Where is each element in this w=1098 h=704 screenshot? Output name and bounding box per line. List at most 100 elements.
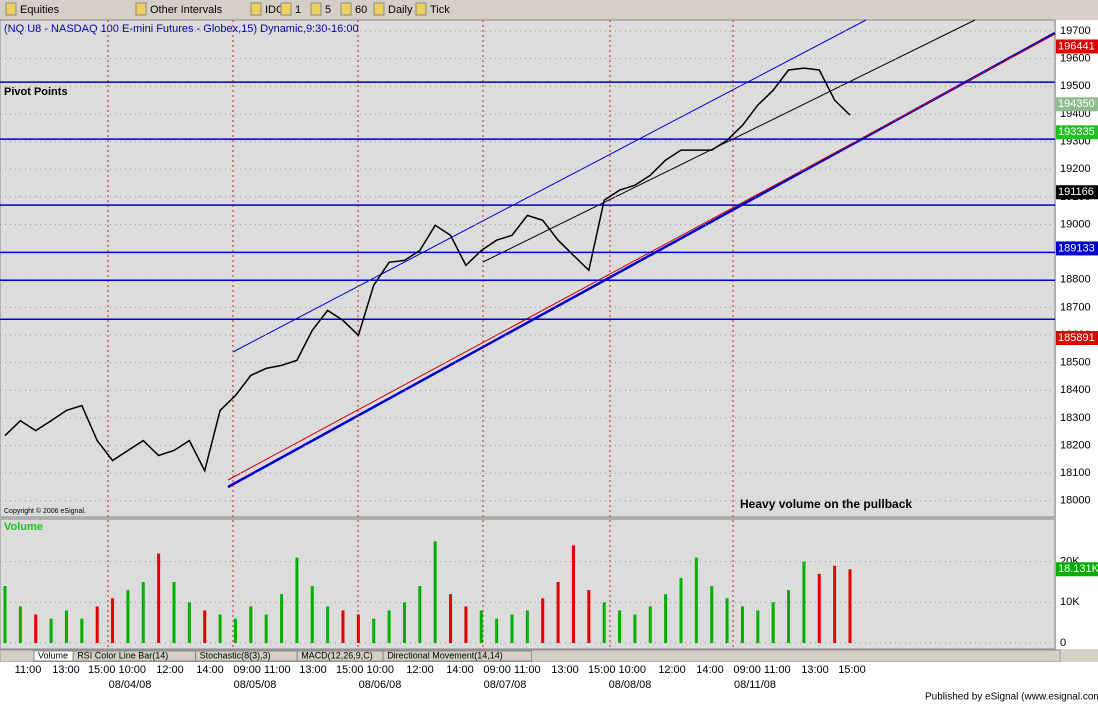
price-marker-label: 193335	[1058, 126, 1095, 138]
y-tick-label: 19600	[1060, 53, 1091, 65]
volume-bar	[495, 618, 499, 643]
toolbar-button[interactable]	[280, 2, 292, 16]
volume-bar	[571, 545, 575, 643]
x-tick-label: 12:00	[156, 664, 184, 676]
toolbar-label[interactable]: 60	[355, 4, 367, 16]
toolbar-button[interactable]	[135, 2, 147, 16]
x-tick-label: 14:00	[696, 664, 724, 676]
trend-line	[482, 19, 976, 263]
tab-label[interactable]: RSI Color Line Bar(14)	[77, 650, 168, 660]
volume-bar	[187, 602, 191, 643]
volume-bar	[433, 541, 437, 643]
toolbar-button[interactable]	[340, 2, 352, 16]
volume-marker	[1056, 562, 1098, 577]
volume-bar	[341, 610, 345, 643]
volume-bar	[157, 553, 161, 643]
tab-label[interactable]: Volume	[38, 650, 68, 660]
toolbar-label[interactable]: Daily	[388, 4, 413, 16]
panel-title: Volume	[4, 521, 43, 533]
volume-bar	[111, 598, 115, 643]
volume-bar	[787, 590, 791, 643]
toolbar-label[interactable]: 1	[295, 4, 301, 16]
price-marker	[1056, 97, 1098, 112]
volume-bar	[525, 610, 529, 643]
toolbar-button[interactable]	[5, 2, 17, 16]
volume-bar	[618, 610, 622, 643]
volume-bar	[602, 602, 606, 643]
x-tick-label: 15:00 10:00	[336, 664, 394, 676]
price-marker	[1056, 125, 1098, 140]
time-axis	[0, 662, 1098, 704]
volume-bar	[218, 614, 222, 643]
trend-line	[227, 33, 1056, 481]
volume-bar	[648, 606, 652, 643]
tab-label[interactable]: Stochastic(8(3),3)	[200, 650, 271, 660]
volume-bar	[679, 577, 683, 643]
toolbar-label[interactable]: Tick	[430, 4, 450, 16]
y-tick-label: 0	[1060, 637, 1066, 649]
volume-bar	[664, 594, 668, 643]
y-tick-label: 18000	[1060, 495, 1091, 507]
x-tick-label: 12:00	[406, 664, 434, 676]
toolbar-button[interactable]	[373, 2, 385, 16]
y-tick-label: 19700	[1060, 25, 1091, 37]
volume-bar	[356, 614, 360, 643]
copyright: Copyright © 2006 eSignal.	[4, 507, 86, 515]
volume-bar	[817, 573, 821, 643]
x-tick-label: 13:00	[299, 664, 327, 676]
toolbar-label[interactable]: 5	[325, 4, 331, 16]
toolbar-label[interactable]: IDC	[265, 4, 284, 16]
volume-bar	[49, 618, 53, 643]
volume-bar	[34, 614, 38, 643]
tab[interactable]	[382, 650, 533, 662]
price-marker-label: 189133	[1058, 242, 1095, 254]
price-marker-label: 191166	[1058, 186, 1094, 198]
x-tick-label: 14:00	[196, 664, 224, 676]
toolbar-button[interactable]	[250, 2, 262, 16]
volume-marker-label: 18.131K	[1058, 563, 1098, 575]
x-tick-label: 13:00	[801, 664, 829, 676]
toolbar-label[interactable]: Equities	[20, 4, 60, 16]
y-tick-label: 19500	[1060, 80, 1091, 92]
y-tick-label: 18700	[1060, 301, 1091, 313]
volume-bar	[725, 598, 729, 643]
price-marker	[1056, 331, 1098, 346]
date-label: 08/06/08	[359, 679, 402, 691]
volume-bar	[510, 614, 514, 643]
volume-bar	[372, 618, 376, 643]
volume-bar	[756, 610, 760, 643]
volume-bar	[64, 610, 68, 643]
volume-bar	[3, 586, 7, 643]
x-tick-label: 09:00 11:00	[233, 664, 290, 676]
volume-bar	[264, 614, 268, 643]
price-marker-label: 185891	[1058, 332, 1095, 344]
volume-bar	[418, 586, 422, 643]
volume-bar	[203, 610, 207, 643]
volume-bar	[141, 582, 145, 643]
volume-bar	[587, 590, 591, 643]
x-tick-label: 14:00	[446, 664, 474, 676]
date-label: 08/05/08	[234, 679, 277, 691]
tab-label[interactable]: Directional Movement(14,14)	[387, 650, 503, 660]
y-tick-label: 18100	[1060, 467, 1091, 479]
toolbar-label[interactable]: Other Intervals	[150, 4, 223, 16]
date-label: 08/11/08	[734, 679, 776, 691]
channel-line	[232, 19, 867, 353]
volume-bar	[402, 602, 406, 643]
price-marker	[1056, 241, 1098, 256]
volume-bar	[80, 618, 84, 643]
price-marker-label: 196441	[1058, 40, 1095, 52]
toolbar-button[interactable]	[310, 2, 322, 16]
price-line	[4, 67, 851, 473]
toolbar-button[interactable]	[415, 2, 427, 16]
x-tick-label: 13:00	[551, 664, 579, 676]
volume-bar	[18, 606, 22, 643]
study-label: Pivot Points	[4, 86, 68, 98]
price-marker	[1056, 39, 1098, 54]
date-label: 08/08/08	[609, 679, 652, 691]
y-tick-label: 18300	[1060, 412, 1091, 424]
volume-bar	[172, 582, 176, 643]
tab-label[interactable]: MACD(12,26,9,C)	[301, 650, 373, 660]
y-tick-label: 18500	[1060, 357, 1091, 369]
